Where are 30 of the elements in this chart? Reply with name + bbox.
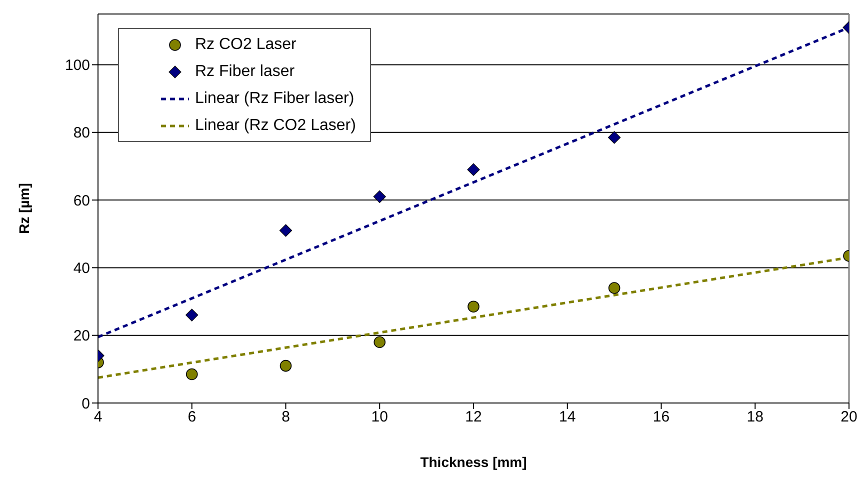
point [468, 300, 480, 312]
y-tick-label: 100 [64, 57, 90, 74]
point [280, 360, 292, 372]
y-tick-label: 80 [73, 124, 90, 142]
x-tick-label: 10 [371, 408, 388, 426]
x-tick-label: 6 [188, 408, 196, 426]
legend-label: Linear (Rz CO2 Laser) [195, 116, 356, 134]
x-tick-label: 12 [465, 408, 482, 426]
x-tick-label: 8 [282, 408, 290, 426]
y-tick-label: 0 [82, 395, 90, 412]
y-tick-label: 60 [73, 192, 90, 210]
point [608, 282, 620, 294]
x-tick-label: 4 [94, 408, 102, 426]
legend-label: Rz Fiber laser [195, 62, 295, 80]
x-axis-title: Thickness [mm] [420, 454, 527, 470]
x-tick-label: 20 [840, 408, 858, 426]
point [186, 368, 198, 380]
x-tick-label: 16 [652, 408, 670, 426]
legend-label: Linear (Rz Fiber laser) [195, 90, 354, 108]
point [467, 163, 480, 176]
x-tick-label: 14 [559, 408, 576, 426]
y-tick-label: 40 [73, 260, 90, 278]
point [374, 336, 386, 348]
point [186, 308, 198, 322]
point [373, 190, 386, 203]
legend-label: Rz CO2 Laser [195, 36, 296, 54]
y-axis-title: Rz [µm] [16, 183, 32, 234]
point [279, 224, 292, 237]
x-tick-label: 18 [746, 408, 764, 426]
y-tick-label: 20 [73, 328, 90, 345]
